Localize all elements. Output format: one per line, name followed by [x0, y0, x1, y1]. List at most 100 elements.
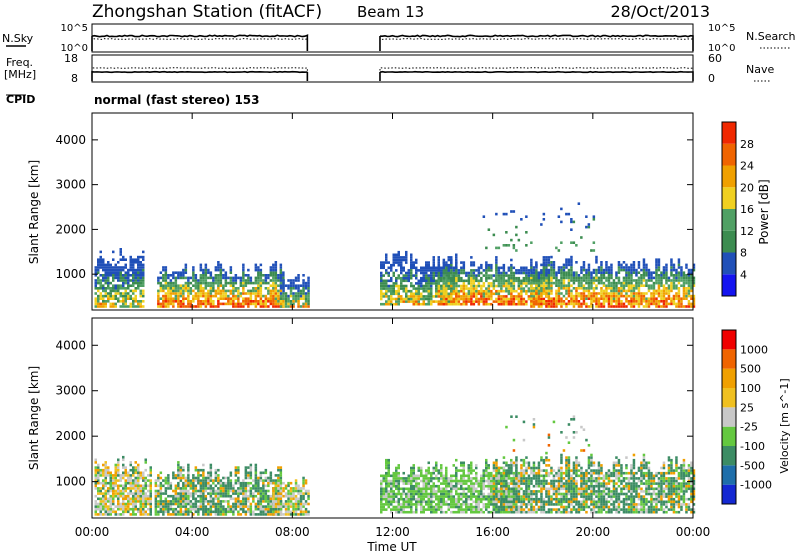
velocity-cell — [430, 505, 433, 509]
velocity-cell — [447, 503, 450, 506]
power-cell — [477, 292, 481, 296]
power-cell — [262, 302, 265, 306]
velocity-cell — [127, 487, 130, 490]
power-cell — [247, 281, 250, 285]
velocity-cell — [415, 508, 418, 511]
power-cell — [570, 261, 573, 264]
power-cell — [420, 295, 423, 298]
velocity-cell — [184, 481, 188, 485]
power-cell — [450, 276, 453, 280]
velocity-cell — [222, 481, 225, 485]
power-cell — [692, 263, 696, 267]
velocity-cell — [107, 513, 110, 516]
power-cell — [214, 266, 218, 269]
power-cell — [607, 287, 611, 290]
power-cell — [304, 297, 308, 300]
power-cell — [199, 266, 203, 269]
power-cell — [655, 263, 658, 267]
power-cell — [304, 284, 308, 287]
velocity-cell — [134, 468, 137, 472]
power-cell — [104, 287, 107, 290]
velocity-cell — [492, 484, 495, 488]
power-cell — [542, 287, 546, 290]
power-cell — [217, 302, 220, 306]
velocity-cell — [405, 487, 408, 491]
velocity-cell — [182, 474, 185, 477]
power-cell — [445, 292, 448, 296]
velocity-cell — [430, 477, 433, 480]
power-cell — [422, 266, 425, 270]
power-cell — [510, 284, 513, 288]
power-cell — [615, 271, 618, 274]
power-cell — [119, 287, 122, 290]
power-cell — [427, 279, 430, 283]
velocity-cell — [94, 510, 97, 514]
power-cell — [645, 300, 648, 303]
power-cell — [500, 297, 503, 301]
power-cell — [522, 276, 526, 280]
power-cell — [197, 287, 200, 290]
velocity-cell — [182, 510, 185, 514]
power-cell — [582, 294, 586, 298]
velocity-cell — [97, 492, 100, 495]
velocity-cell — [132, 513, 135, 516]
velocity-cell — [472, 469, 475, 472]
power-cell — [194, 274, 198, 277]
velocity-cell — [104, 489, 107, 493]
velocity-cell — [385, 508, 388, 511]
velocity-cell — [194, 489, 198, 493]
velocity-cell — [380, 500, 383, 504]
velocity-cell — [252, 500, 255, 503]
velocity-cell — [227, 476, 230, 480]
power-cell — [465, 302, 468, 306]
power-cell — [440, 292, 443, 296]
power-cell — [390, 263, 393, 267]
power-cell — [212, 279, 215, 282]
power-cell — [114, 294, 117, 298]
velocity-cell — [137, 463, 140, 467]
velocity-cell — [417, 484, 420, 488]
power-cell — [187, 292, 190, 295]
power-cell — [682, 271, 686, 274]
velocity-cell — [452, 503, 455, 506]
power-cell — [385, 282, 388, 285]
power-cell — [620, 302, 623, 306]
power-cell — [502, 269, 506, 272]
velocity-cell — [284, 507, 288, 511]
power-cell — [542, 284, 546, 288]
velocity-cell — [430, 479, 433, 483]
power-cell — [537, 287, 541, 290]
power-cell — [142, 281, 145, 285]
power-cell — [572, 297, 576, 300]
velocity-cell — [217, 497, 220, 501]
velocity-cell — [114, 484, 117, 488]
power-cell — [164, 268, 168, 272]
power-cell — [415, 292, 418, 296]
power-cell — [209, 292, 213, 295]
power-cell — [142, 258, 145, 261]
power-cell — [652, 289, 656, 293]
velocity-cell — [242, 492, 245, 495]
power-cell — [452, 302, 456, 306]
power-cell — [405, 271, 408, 275]
velocity-cell — [487, 503, 490, 506]
velocity-cell — [460, 461, 463, 465]
velocity-cell — [147, 484, 150, 488]
power-cell — [172, 289, 175, 293]
velocity-cell — [209, 479, 213, 482]
power-cell — [502, 271, 506, 275]
velocity-cell — [470, 508, 473, 511]
power-cell — [107, 300, 110, 303]
velocity-cell — [412, 490, 415, 493]
power-cell — [167, 281, 170, 285]
power-cell — [420, 271, 423, 275]
velocity-cell — [177, 474, 180, 477]
power-cell — [632, 279, 636, 282]
velocity-cell — [167, 500, 170, 503]
power-cell — [199, 289, 203, 293]
velocity-cell — [227, 510, 230, 514]
power-cell — [532, 276, 536, 280]
velocity-cell — [289, 510, 293, 514]
power-cell — [207, 276, 210, 280]
velocity-cell — [194, 466, 198, 469]
